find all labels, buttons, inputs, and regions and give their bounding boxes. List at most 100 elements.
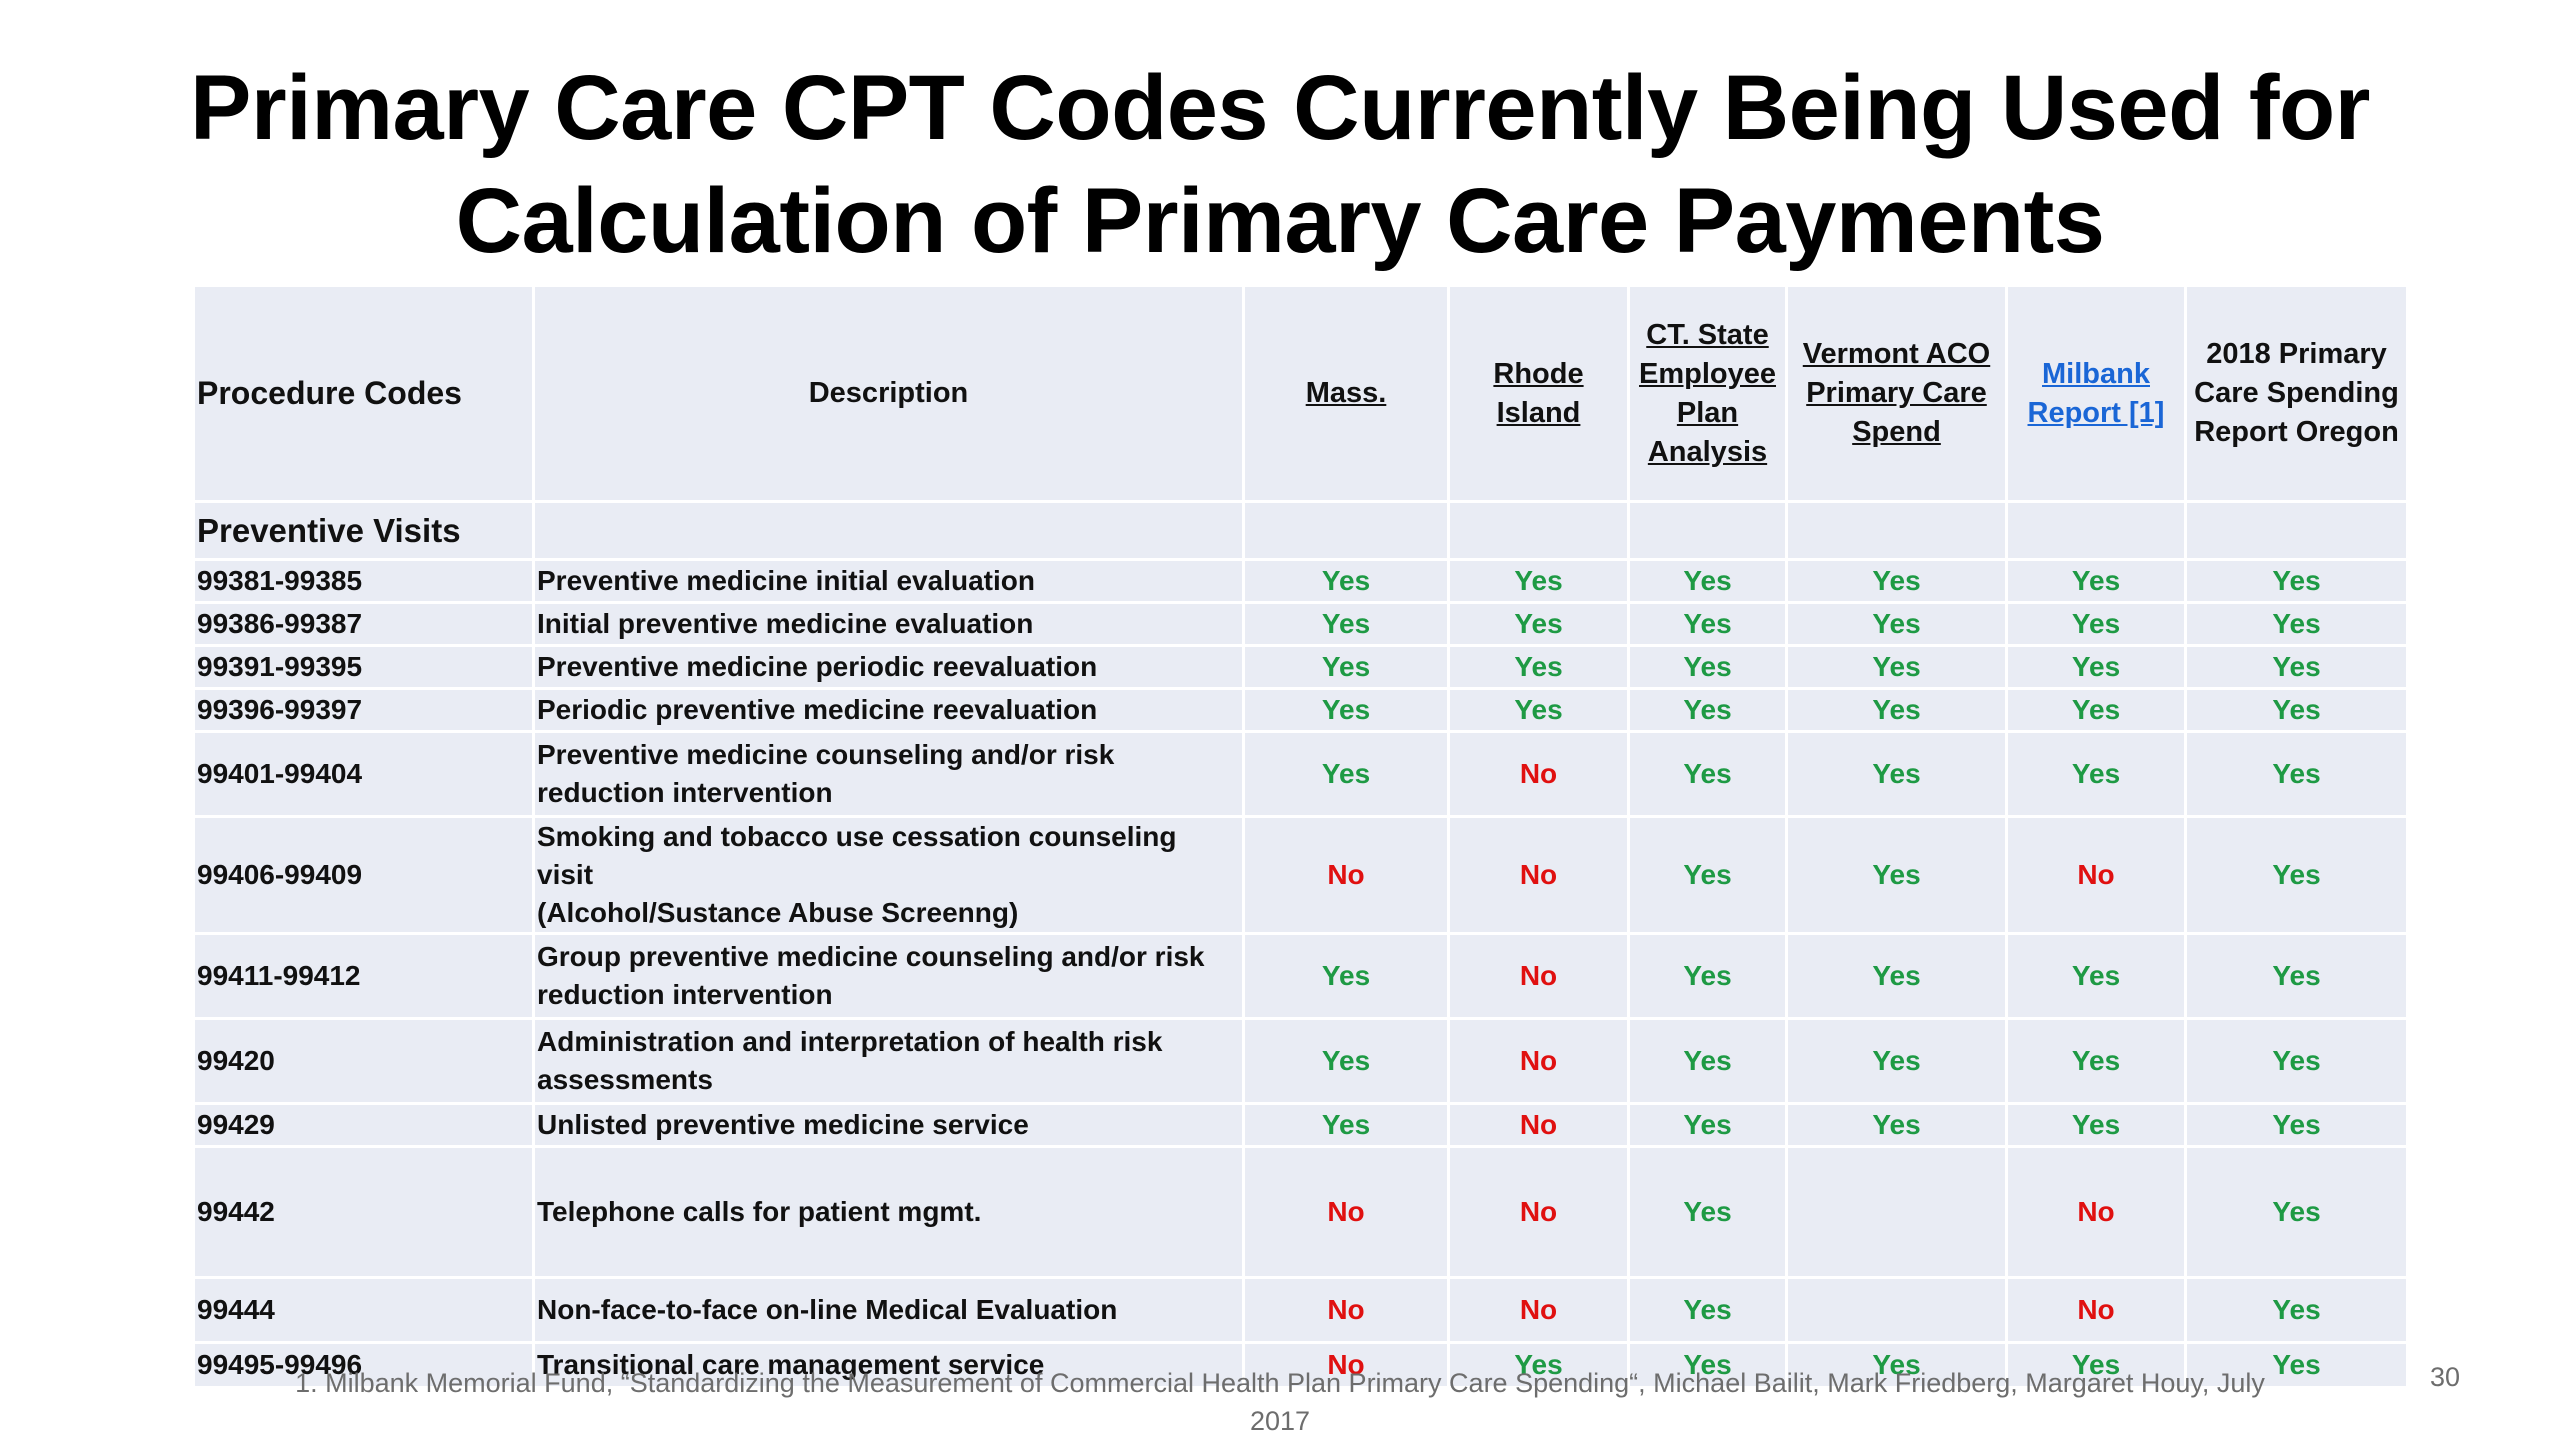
header-ct-line-2: Employee [1639, 357, 1776, 390]
header-or-line-3: Report Oregon [2194, 416, 2399, 448]
vt-value-cell: Yes [1785, 1017, 2008, 1105]
vt-value-cell: Yes [1785, 1102, 2008, 1148]
milbank-value-cell: No [2005, 815, 2187, 935]
mass-value-cell: Yes [1242, 1017, 1450, 1105]
table-row: 99386-99387 Initial preventive medicine e… [192, 601, 2409, 647]
ri-value-cell: Yes [1447, 601, 1630, 647]
oregon-value-cell: Yes [2184, 932, 2409, 1020]
description-line: assessments [537, 1064, 713, 1095]
description-line: Preventive medicine periodic reevaluatio… [537, 651, 1098, 682]
section-empty-cell [1447, 500, 1630, 561]
vt-value-cell: Yes [1785, 815, 2008, 935]
milbank-value-cell: Yes [2005, 730, 2187, 818]
section-row: Preventive Visits [192, 500, 2409, 561]
procedure-code-cell: 99396-99397 [192, 687, 535, 733]
description-cell: Preventive medicine periodic reevaluatio… [532, 644, 1245, 690]
header-ct-line-1: CT. State [1646, 318, 1769, 351]
mass-value-cell: No [1242, 815, 1450, 935]
header-or-line-1: 2018 Primary [2206, 338, 2387, 370]
milbank-report-link-line-2[interactable]: Report [1] [2027, 396, 2165, 429]
description-cell: Smoking and tobacco use cessation counse… [532, 815, 1245, 935]
header-mass-label: Mass. [1305, 377, 1387, 409]
section-empty-cell [1242, 500, 1450, 561]
milbank-value-cell: Yes [2005, 558, 2187, 604]
table-row: 99420 Administration and interpretation o… [192, 1017, 2409, 1105]
header-rhode-island-label: Rhode Island [1493, 357, 1584, 429]
oregon-value-cell: Yes [2184, 558, 2409, 604]
ct-value-cell: Yes [1627, 1102, 1788, 1148]
ct-value-cell: Yes [1627, 1341, 1788, 1389]
table-row: 99495-99496 Transitional care management … [192, 1341, 2409, 1389]
description-line: Periodic preventive medicine reevaluatio… [537, 694, 1098, 725]
ri-value-cell: No [1447, 1017, 1630, 1105]
header-milbank[interactable]: Milbank Report [1] [2005, 284, 2187, 503]
description-cell: Periodic preventive medicine reevaluatio… [532, 687, 1245, 733]
mass-value-cell: Yes [1242, 687, 1450, 733]
procedure-code-cell: 99381-99385 [192, 558, 535, 604]
mass-value-cell: No [1242, 1145, 1450, 1279]
footnote: 1. Milbank Memorial Fund, “Standardizing… [150, 1364, 2410, 1440]
section-empty-cell [1785, 500, 2008, 561]
description-line: Non-face-to-face on-line Medical Evaluat… [537, 1294, 1118, 1325]
description-line: Administration and interpretation of hea… [537, 1026, 1163, 1057]
description-line: (Alcohol/Sustance Abuse Screenng) [537, 897, 1019, 928]
oregon-value-cell: Yes [2184, 1276, 2409, 1344]
ri-value-cell: No [1447, 1145, 1630, 1279]
mass-value-cell: No [1242, 1341, 1450, 1389]
description-cell: Telephone calls for patient mgmt. [532, 1145, 1245, 1279]
description-line: Smoking and tobacco use cessation counse… [537, 821, 1177, 890]
description-line: Preventive medicine initial evaluation [537, 565, 1035, 596]
header-vt-line-2: Primary Care [1806, 377, 1987, 409]
vt-value-cell: Yes [1785, 932, 2008, 1020]
ct-value-cell: Yes [1627, 1276, 1788, 1344]
mass-value-cell: Yes [1242, 644, 1450, 690]
header-rhode-island: Rhode Island [1447, 284, 1630, 503]
table-header-row: Procedure Codes Description Mass. Rhode … [192, 284, 2409, 503]
footnote-line-2: 2017 [1249, 1406, 1311, 1436]
vt-value-cell: Yes [1785, 687, 2008, 733]
ri-value-cell: No [1447, 1102, 1630, 1148]
slide-title-line-1: Primary Care CPT Codes Currently Being U… [190, 57, 2370, 159]
table-row: 99406-99409 Smoking and tobacco use cessa… [192, 815, 2409, 935]
description-line: Unlisted preventive medicine service [537, 1109, 1029, 1140]
mass-value-cell: Yes [1242, 1102, 1450, 1148]
header-vt-line-3: Spend [1852, 416, 1941, 448]
procedure-code-cell: 99444 [192, 1276, 535, 1344]
table-row: 99429 Unlisted preventive medicine servic… [192, 1102, 2409, 1148]
vt-value-cell [1785, 1276, 2008, 1344]
mass-value-cell: No [1242, 1276, 1450, 1344]
milbank-value-cell: No [2005, 1145, 2187, 1279]
milbank-value-cell: No [2005, 1276, 2187, 1344]
header-ct-line-3: Plan [1676, 396, 1739, 429]
description-line: Preventive medicine counseling and/or ri… [537, 739, 1115, 770]
procedure-code-cell: 99411-99412 [192, 932, 535, 1020]
oregon-value-cell: Yes [2184, 1341, 2409, 1389]
procedure-code-cell: 99442 [192, 1145, 535, 1279]
section-label: Preventive Visits [192, 500, 535, 561]
description-cell: Non-face-to-face on-line Medical Evaluat… [532, 1276, 1245, 1344]
oregon-value-cell: Yes [2184, 601, 2409, 647]
ri-value-cell: Yes [1447, 687, 1630, 733]
milbank-value-cell: Yes [2005, 644, 2187, 690]
description-cell: Preventive medicine initial evaluation [532, 558, 1245, 604]
procedure-code-cell: 99391-99395 [192, 644, 535, 690]
slide-title-line-2: Calculation of Primary Care Payments [455, 170, 2105, 272]
mass-value-cell: Yes [1242, 601, 1450, 647]
vt-value-cell: Yes [1785, 730, 2008, 818]
milbank-value-cell: Yes [2005, 687, 2187, 733]
vt-value-cell: Yes [1785, 644, 2008, 690]
oregon-value-cell: Yes [2184, 644, 2409, 690]
table-row: 99444 Non-face-to-face on-line Medical Ev… [192, 1276, 2409, 1344]
ct-value-cell: Yes [1627, 1017, 1788, 1105]
table-row: 99381-99385 Preventive medicine initial e… [192, 558, 2409, 604]
milbank-report-link-line-1[interactable]: Milbank [2042, 357, 2150, 390]
table-body: Preventive Visits 99381-99385 Preventive … [192, 500, 2409, 1389]
table-row: 99442 Telephone calls for patient mgmt. No… [192, 1145, 2409, 1279]
ri-value-cell: No [1447, 1276, 1630, 1344]
header-vermont: Vermont ACO Primary Care Spend [1785, 284, 2008, 503]
table-row: 99411-99412 Group preventive medicine cou… [192, 932, 2409, 1020]
table-row: 99401-99404 Preventive medicine counselin… [192, 730, 2409, 818]
ct-value-cell: Yes [1627, 932, 1788, 1020]
ct-value-cell: Yes [1627, 558, 1788, 604]
description-line: Transitional care management service [537, 1349, 1045, 1380]
